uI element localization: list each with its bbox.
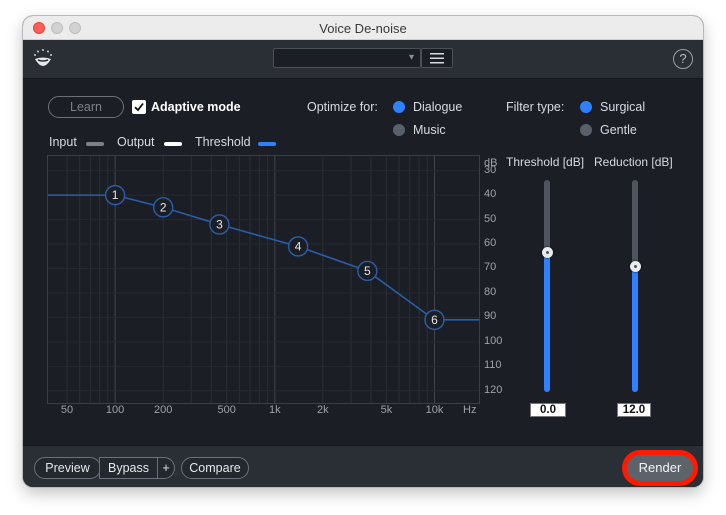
chevron-down-icon: ▾ <box>408 52 414 63</box>
adaptive-mode-label: Adaptive mode <box>151 100 241 114</box>
legend-threshold-label: Threshold <box>195 135 251 149</box>
threshold-node-label: 5 <box>364 264 371 278</box>
preview-button[interactable]: Preview <box>34 457 101 479</box>
optimize-dialogue-radio[interactable] <box>393 101 405 113</box>
db-tick-label: 70 <box>484 261 497 274</box>
frequency-tick-label: 2k <box>317 404 329 416</box>
minimize-window-button[interactable] <box>51 22 63 34</box>
plugin-header: ▾ ? <box>23 40 703 79</box>
main-panel: Learn Adaptive mode Optimize for: Dialog… <box>23 79 703 444</box>
db-tick-label: 60 <box>484 237 497 250</box>
frequency-axis-unit: Hz <box>463 404 477 416</box>
db-tick-label: 40 <box>484 188 497 201</box>
db-tick-label: 110 <box>484 359 502 372</box>
legend-input-swatch <box>86 142 104 146</box>
hamburger-menu-icon <box>430 53 444 64</box>
adaptive-mode-checkbox[interactable] <box>132 100 146 114</box>
izotope-logo-icon <box>34 49 52 66</box>
threshold-curve[interactable] <box>48 194 479 321</box>
reduction-slider-fill <box>632 266 638 392</box>
optimize-dialogue-label: Dialogue <box>413 100 463 114</box>
filter-gentle-label: Gentle <box>600 123 637 137</box>
preset-dropdown[interactable]: ▾ <box>273 48 421 68</box>
reduction-slider-handle[interactable] <box>629 261 641 273</box>
db-tick-label: 80 <box>484 285 497 298</box>
optimize-music-radio[interactable] <box>393 124 405 136</box>
threshold-slider-fill <box>544 252 550 392</box>
threshold-node-6[interactable]: 6 <box>424 309 445 331</box>
threshold-node-label: 1 <box>112 188 119 202</box>
db-tick-label: 90 <box>484 310 497 323</box>
help-icon[interactable]: ? <box>673 49 693 69</box>
optimize-music-label: Music <box>413 123 446 137</box>
filter-surgical-radio[interactable] <box>580 101 592 113</box>
spectrum-graph[interactable]: 1 2 3 4 5 6 <box>47 155 480 404</box>
db-tick-label: 120 <box>484 383 503 396</box>
learn-button[interactable]: Learn <box>48 96 124 118</box>
filter-gentle-radio[interactable] <box>580 124 592 136</box>
legend-output-swatch <box>164 142 182 146</box>
db-tick-label: 50 <box>484 212 497 225</box>
threshold-node-3[interactable]: 3 <box>209 214 230 235</box>
frequency-tick-label: 200 <box>153 404 173 416</box>
legend-input-label: Input <box>49 135 77 149</box>
render-button[interactable]: Render <box>627 455 693 481</box>
bypass-button[interactable]: Bypass <box>100 458 158 478</box>
threshold-slider-handle[interactable] <box>541 246 553 258</box>
threshold-node-label: 4 <box>295 239 302 253</box>
title-bar: Voice De-noise <box>23 16 703 40</box>
reduction-slider-label: Reduction [dB] <box>594 155 673 169</box>
db-tick-label: 100 <box>484 334 503 347</box>
frequency-tick-label: 5k <box>380 404 393 416</box>
frequency-tick-label: 100 <box>105 404 125 416</box>
legend-threshold-swatch <box>258 142 276 146</box>
zoom-window-button[interactable] <box>69 22 81 34</box>
frequency-tick-label: 1k <box>268 404 281 416</box>
spectrum-plot[interactable]: 1 2 3 4 5 6 <box>48 156 479 403</box>
frequency-tick-label: 10k <box>425 404 444 416</box>
threshold-node-4[interactable]: 4 <box>287 236 309 257</box>
compare-button[interactable]: Compare <box>181 457 249 479</box>
frequency-tick-label: 50 <box>60 404 74 416</box>
threshold-node-label: 6 <box>431 313 438 327</box>
threshold-value-field[interactable]: 0.0 <box>530 403 566 417</box>
filter-type-label: Filter type: <box>506 100 565 114</box>
bypass-group: Bypass + <box>99 457 175 479</box>
threshold-node-1[interactable]: 1 <box>104 184 126 206</box>
threshold-node-label: 3 <box>216 217 223 231</box>
reduction-value-field[interactable]: 12.0 <box>617 403 651 417</box>
filter-surgical-label: Surgical <box>600 100 646 114</box>
preset-menu-button[interactable] <box>421 48 453 68</box>
frequency-tick-label: 500 <box>217 404 236 416</box>
footer-bar: Preview Bypass + Compare Render <box>23 445 703 487</box>
bypass-plus-button[interactable]: + <box>162 461 170 475</box>
close-window-button[interactable] <box>33 22 45 34</box>
db-tick-label: 30 <box>484 163 497 176</box>
db-axis-unit: dB <box>484 157 498 169</box>
checkmark-icon <box>134 102 144 112</box>
plugin-window: Voice De-noise ▾ ? Learn Ad <box>23 16 703 487</box>
legend-output-label: Output <box>117 135 155 149</box>
optimize-for-label: Optimize for: <box>307 100 378 114</box>
threshold-node-label: 2 <box>160 200 167 214</box>
threshold-node-2[interactable]: 2 <box>152 197 174 218</box>
threshold-node-5[interactable]: 5 <box>357 260 378 282</box>
window-title: Voice De-noise <box>319 21 407 36</box>
threshold-slider-label: Threshold [dB] <box>506 155 585 169</box>
